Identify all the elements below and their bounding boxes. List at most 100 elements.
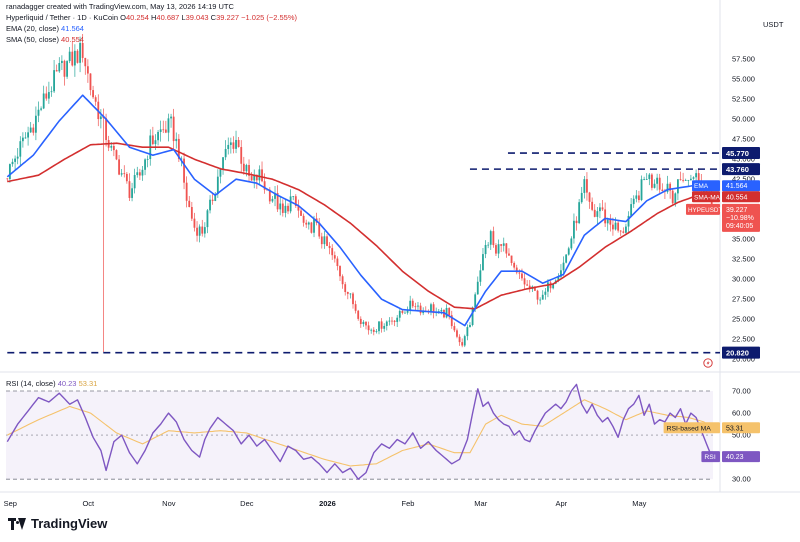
candle (666, 175, 669, 194)
candle (279, 196, 282, 216)
candle (370, 328, 373, 334)
candle (164, 120, 167, 134)
rsi-legend: RSI (14, close) 40.23 53.31 (6, 379, 98, 388)
candle (188, 196, 191, 208)
candle (458, 334, 461, 346)
candle (606, 217, 609, 231)
candle (66, 60, 68, 79)
rsi-tick-label: 50.00 (732, 431, 751, 440)
candle (640, 175, 643, 202)
sma-tag: SMA-MA 40.554 (692, 191, 760, 203)
candle (617, 220, 620, 233)
candle (692, 176, 695, 180)
ema-20-line (6, 94, 712, 327)
candle (263, 173, 266, 194)
candle (466, 324, 469, 341)
candle (19, 136, 22, 166)
candle (651, 173, 653, 191)
candle (625, 223, 627, 234)
candle (536, 289, 539, 305)
candle (11, 158, 14, 167)
candle (393, 319, 396, 327)
candle (112, 142, 115, 157)
candle (362, 320, 365, 327)
ema-legend: EMA (20, close) 41.564 (6, 24, 84, 33)
rsi-tick-label: 60.00 (732, 409, 751, 418)
candle (528, 280, 531, 293)
price-tick-label: 45.000 (732, 155, 755, 164)
candle (630, 197, 633, 218)
candle (567, 246, 570, 256)
candle (206, 208, 209, 234)
candle (310, 221, 313, 234)
candle (669, 182, 672, 199)
candle (185, 176, 188, 208)
candle (505, 242, 508, 258)
candle (287, 203, 289, 215)
candle (232, 136, 235, 154)
candle (372, 327, 375, 336)
candle (302, 213, 305, 227)
level-tag (722, 346, 760, 359)
candle (508, 248, 510, 256)
candle (622, 227, 625, 234)
candle (76, 49, 79, 64)
candle (79, 36, 81, 73)
candle (323, 231, 326, 249)
candle (53, 59, 55, 94)
candle (55, 64, 58, 72)
candle (359, 316, 362, 328)
candle (235, 130, 237, 154)
candle (240, 140, 243, 172)
candle (445, 304, 448, 319)
candle (40, 106, 42, 112)
candle (315, 212, 318, 226)
candle (261, 161, 263, 183)
candle (586, 172, 588, 201)
candle (349, 293, 352, 299)
series-tag-value: 40.554 (726, 194, 748, 201)
currency-label: USDT (763, 20, 784, 29)
candle (131, 182, 133, 202)
candle (352, 292, 354, 309)
candle (81, 33, 84, 63)
candle (42, 85, 45, 110)
candle (596, 206, 599, 225)
candle (276, 185, 279, 213)
candle (375, 328, 378, 334)
candle (258, 165, 261, 186)
candle (588, 191, 591, 209)
candle (333, 251, 336, 263)
candle (201, 219, 204, 237)
candle (510, 255, 513, 266)
candle (68, 46, 71, 64)
candle (274, 185, 276, 207)
candle (461, 338, 464, 348)
candle (300, 207, 302, 216)
candle (385, 320, 388, 331)
candle (305, 219, 308, 229)
candle (128, 173, 131, 201)
candle (409, 295, 412, 315)
candle (29, 122, 32, 133)
level-tag (722, 147, 760, 160)
candle (575, 216, 578, 231)
candle (198, 224, 201, 243)
level-tag-label: 20.820 (726, 348, 749, 357)
candle (326, 234, 328, 247)
price-tick-label: 32.500 (732, 255, 755, 264)
ema-tag: EMA 41.564 (692, 180, 760, 192)
candle (463, 334, 466, 348)
rsi-ma-tag: RSI-based MA 53.31 (663, 422, 760, 434)
candle (541, 290, 544, 300)
candle (484, 240, 487, 259)
candle (456, 328, 458, 339)
rsi-line (6, 383, 713, 480)
candle (307, 221, 310, 230)
price-tick-label: 35.000 (732, 235, 755, 244)
candle (635, 190, 638, 203)
candle (167, 113, 170, 142)
candle (21, 132, 24, 148)
